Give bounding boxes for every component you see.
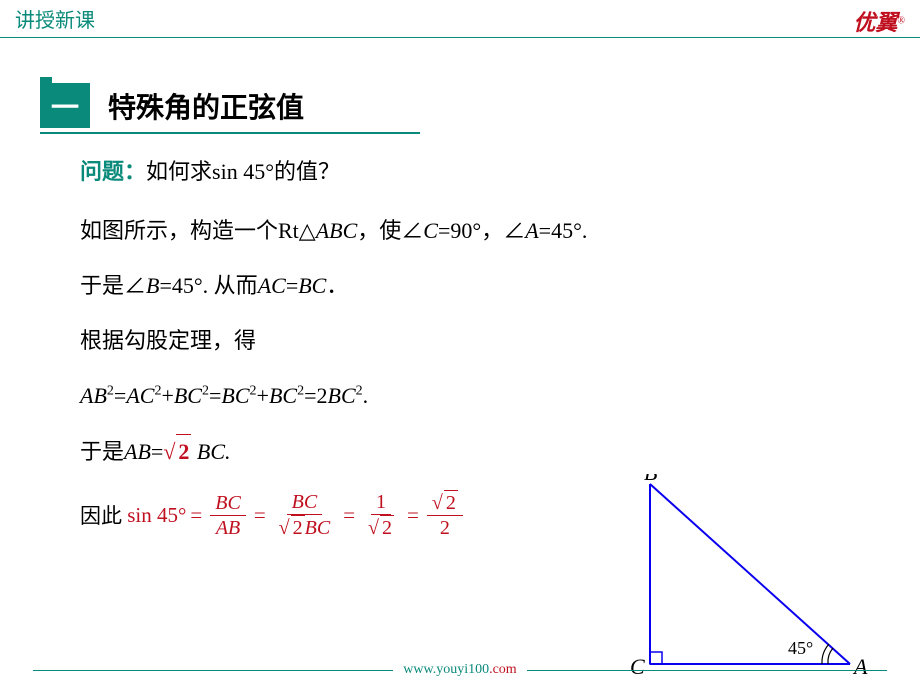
angle-45: 45°	[788, 638, 813, 658]
question-label: 问题：	[80, 159, 146, 184]
triangle-svg: B C A 45°	[590, 474, 870, 694]
footer: www.youyi100.com	[0, 662, 920, 678]
section-title: 特殊角的正弦值	[108, 86, 304, 126]
footer-line-right	[527, 670, 887, 671]
vertex-b: B	[644, 474, 657, 485]
logo-registered: ®	[897, 16, 905, 27]
line-5: 于是AB=√2 BC.	[80, 434, 880, 468]
frac-4: √2 2	[427, 490, 463, 540]
triangle-diagram: B C A 45°	[590, 474, 870, 694]
line-2: 于是∠B=45°. 从而AC=BC．	[80, 269, 880, 302]
line-1: 如图所示，构造一个Rt△ABC，使∠C=90°，∠A=45°.	[80, 214, 880, 247]
logo-text-1: 优	[853, 10, 875, 35]
section-badge: 一	[40, 83, 90, 128]
line-4: AB2=AC2+BC2=BC2+BC2=2BC2.	[80, 379, 880, 412]
logo-text-2: 翼	[875, 10, 897, 35]
sqrt2-red: √2	[163, 439, 191, 464]
slide-header: 讲授新课 优翼®	[0, 0, 920, 38]
footer-line-left	[33, 670, 393, 671]
section-header: 一 特殊角的正弦值	[40, 83, 920, 128]
header-title: 讲授新课	[15, 4, 95, 33]
question-text: 如何求sin 45°的值？	[146, 159, 340, 184]
frac-2: BC √2BC	[274, 490, 336, 540]
line-3: 根据勾股定理，得	[80, 324, 880, 357]
frac-1: BC AB	[210, 491, 246, 540]
frac-3: 1 √2	[363, 490, 399, 540]
footer-url: www.youyi100.com	[403, 662, 516, 678]
brand-logo: 优翼®	[853, 5, 905, 33]
question-line: 问题：如何求sin 45°的值？	[80, 154, 880, 186]
